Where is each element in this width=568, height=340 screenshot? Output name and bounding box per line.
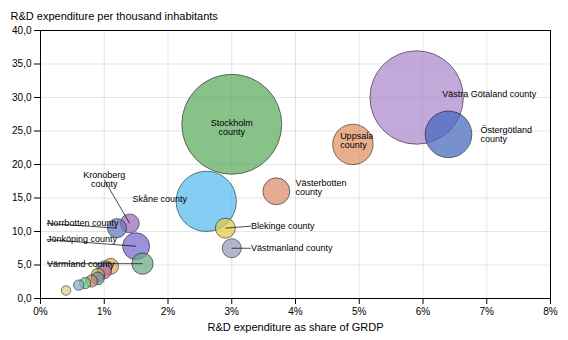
svg-text:25,0: 25,0 xyxy=(12,125,32,136)
svg-text:6%: 6% xyxy=(416,306,431,317)
svg-text:2%: 2% xyxy=(161,306,176,317)
svg-text:R&D expenditure as share of GR: R&D expenditure as share of GRDP xyxy=(207,321,383,333)
svg-text:7%: 7% xyxy=(480,306,495,317)
svg-text:Västmanland county: Västmanland county xyxy=(251,243,333,253)
svg-text:30,0: 30,0 xyxy=(12,92,32,103)
svg-text:Uppsalacounty: Uppsalacounty xyxy=(340,131,373,150)
svg-text:Västra Götaland county: Västra Götaland county xyxy=(442,89,537,99)
svg-text:Kronobergcounty: Kronobergcounty xyxy=(83,170,125,189)
svg-text:5,0: 5,0 xyxy=(18,259,32,270)
svg-text:Norrbotten county: Norrbotten county xyxy=(47,218,119,228)
svg-text:40,0: 40,0 xyxy=(12,25,32,36)
svg-text:4%: 4% xyxy=(288,306,303,317)
svg-text:R&D expenditure per thousand i: R&D expenditure per thousand inhabitants xyxy=(11,10,219,22)
svg-text:Blekinge county: Blekinge county xyxy=(251,221,315,231)
svg-text:Värmland county: Värmland county xyxy=(47,259,115,269)
svg-text:20,0: 20,0 xyxy=(12,159,32,170)
svg-text:35,0: 35,0 xyxy=(12,58,32,69)
svg-text:15,0: 15,0 xyxy=(12,192,32,203)
svg-text:8%: 8% xyxy=(543,306,558,317)
svg-text:Västerbottencounty: Västerbottencounty xyxy=(296,178,347,197)
svg-text:0%: 0% xyxy=(33,306,48,317)
svg-text:0,0: 0,0 xyxy=(18,293,32,304)
svg-text:5%: 5% xyxy=(352,306,367,317)
svg-text:Östergötlandcounty: Östergötlandcounty xyxy=(480,125,532,144)
svg-text:Stockholmcounty: Stockholmcounty xyxy=(211,118,253,137)
svg-text:1%: 1% xyxy=(97,306,112,317)
svg-text:Skåne county: Skåne county xyxy=(133,194,188,204)
svg-text:3%: 3% xyxy=(225,306,240,317)
svg-text:10,0: 10,0 xyxy=(12,226,32,237)
svg-text:Jönköping county: Jönköping county xyxy=(47,234,118,244)
